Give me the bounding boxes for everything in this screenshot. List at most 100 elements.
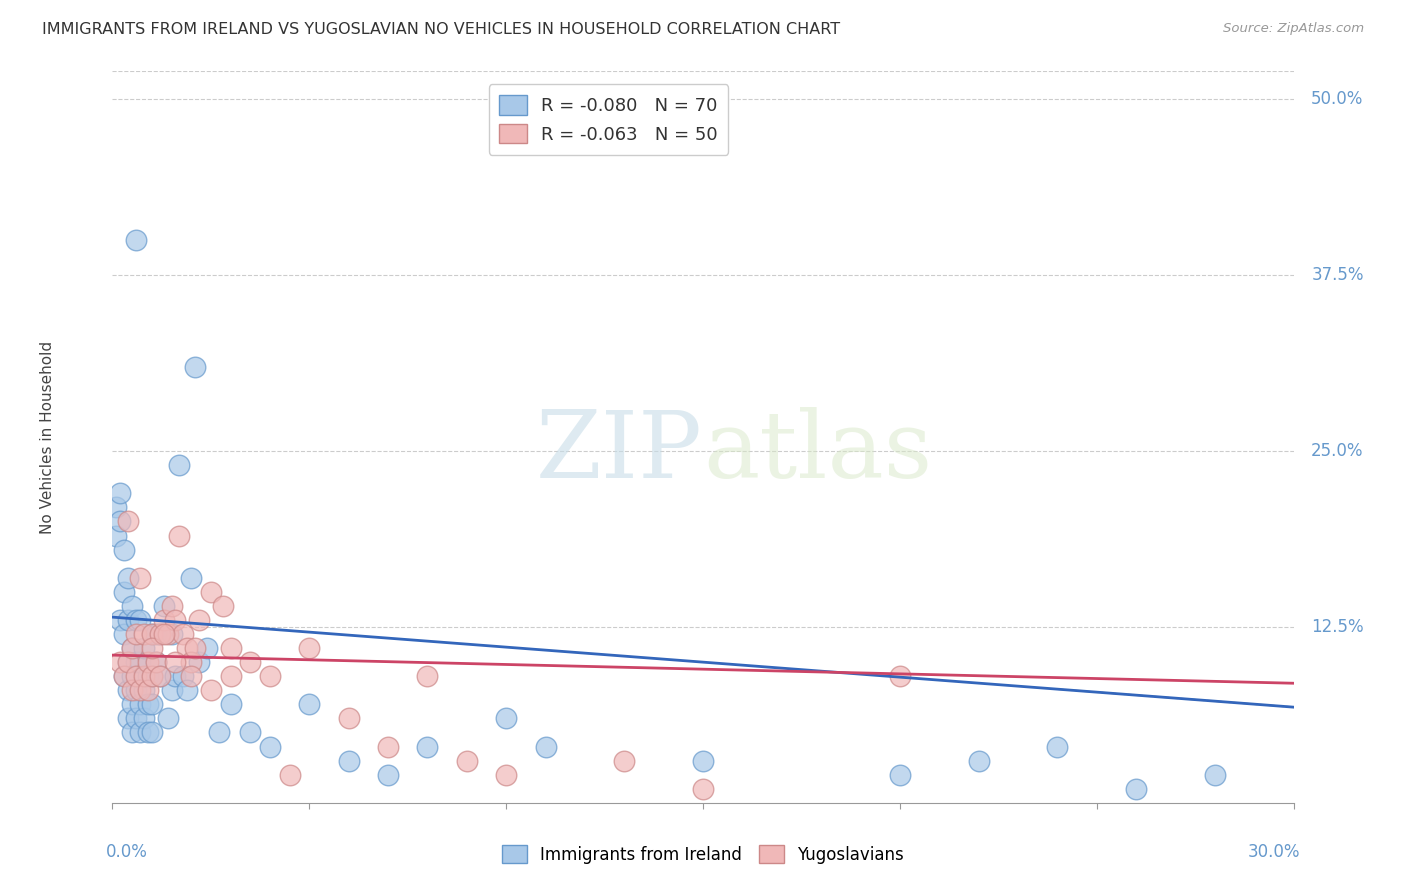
Point bbox=[152, 627, 174, 641]
Point bbox=[149, 669, 172, 683]
Point bbox=[136, 725, 159, 739]
Point bbox=[125, 627, 148, 641]
Point bbox=[259, 739, 281, 754]
Point bbox=[145, 627, 167, 641]
Point bbox=[121, 641, 143, 656]
Point bbox=[377, 739, 399, 754]
Point bbox=[110, 613, 132, 627]
Point bbox=[152, 599, 174, 613]
Point bbox=[110, 515, 132, 529]
Point bbox=[211, 599, 233, 613]
Text: Source: ZipAtlas.com: Source: ZipAtlas.com bbox=[1223, 22, 1364, 36]
Point bbox=[132, 627, 155, 641]
Point bbox=[136, 683, 159, 698]
Point bbox=[377, 767, 399, 781]
Point bbox=[172, 627, 194, 641]
Point bbox=[117, 571, 139, 585]
Point bbox=[141, 725, 163, 739]
Point bbox=[121, 698, 143, 712]
Point bbox=[141, 627, 163, 641]
Point bbox=[121, 725, 143, 739]
Point bbox=[132, 711, 155, 725]
Point bbox=[298, 641, 321, 656]
Point bbox=[692, 781, 714, 796]
Point bbox=[176, 683, 198, 698]
Point bbox=[188, 613, 211, 627]
Text: 0.0%: 0.0% bbox=[105, 843, 148, 861]
Point bbox=[534, 739, 557, 754]
Point bbox=[112, 627, 135, 641]
Point bbox=[117, 655, 139, 669]
Point bbox=[172, 669, 194, 683]
Point bbox=[136, 669, 159, 683]
Point bbox=[149, 627, 172, 641]
Point bbox=[117, 711, 139, 725]
Point bbox=[145, 655, 167, 669]
Point bbox=[180, 669, 202, 683]
Text: 12.5%: 12.5% bbox=[1312, 618, 1364, 636]
Point bbox=[149, 669, 172, 683]
Point bbox=[156, 627, 179, 641]
Point bbox=[160, 599, 183, 613]
Point bbox=[219, 698, 242, 712]
Text: 25.0%: 25.0% bbox=[1312, 442, 1364, 460]
Point bbox=[129, 698, 152, 712]
Point bbox=[121, 669, 143, 683]
Text: ZIP: ZIP bbox=[536, 407, 703, 497]
Point bbox=[1204, 767, 1226, 781]
Point bbox=[156, 711, 179, 725]
Point bbox=[149, 627, 172, 641]
Legend: R = -0.080   N = 70, R = -0.063   N = 50: R = -0.080 N = 70, R = -0.063 N = 50 bbox=[489, 84, 728, 154]
Point bbox=[105, 500, 128, 515]
Point bbox=[110, 486, 132, 500]
Point bbox=[110, 655, 132, 669]
Point bbox=[136, 698, 159, 712]
Point bbox=[141, 669, 163, 683]
Point bbox=[180, 655, 202, 669]
Point bbox=[456, 754, 478, 768]
Point bbox=[129, 683, 152, 698]
Point bbox=[117, 515, 139, 529]
Point bbox=[112, 669, 135, 683]
Point bbox=[121, 683, 143, 698]
Point bbox=[141, 669, 163, 683]
Point bbox=[195, 641, 218, 656]
Point bbox=[125, 711, 148, 725]
Point bbox=[121, 641, 143, 656]
Point bbox=[416, 669, 439, 683]
Point bbox=[239, 725, 262, 739]
Point bbox=[188, 655, 211, 669]
Point bbox=[1046, 739, 1069, 754]
Point bbox=[298, 698, 321, 712]
Point bbox=[165, 655, 187, 669]
Point bbox=[112, 584, 135, 599]
Point bbox=[141, 641, 163, 656]
Point bbox=[129, 655, 152, 669]
Point bbox=[278, 767, 301, 781]
Point bbox=[165, 613, 187, 627]
Point bbox=[145, 655, 167, 669]
Point bbox=[125, 683, 148, 698]
Point bbox=[613, 754, 636, 768]
Point bbox=[125, 669, 148, 683]
Text: No Vehicles in Household: No Vehicles in Household bbox=[39, 341, 55, 533]
Point bbox=[1125, 781, 1147, 796]
Point bbox=[184, 359, 207, 374]
Point bbox=[105, 528, 128, 542]
Point bbox=[152, 613, 174, 627]
Point bbox=[136, 655, 159, 669]
Point bbox=[160, 683, 183, 698]
Point bbox=[132, 641, 155, 656]
Point bbox=[889, 767, 911, 781]
Point bbox=[117, 683, 139, 698]
Point bbox=[219, 641, 242, 656]
Point bbox=[495, 767, 517, 781]
Point bbox=[219, 669, 242, 683]
Point bbox=[200, 584, 222, 599]
Point bbox=[337, 711, 360, 725]
Point bbox=[112, 669, 135, 683]
Point bbox=[125, 655, 148, 669]
Point bbox=[129, 613, 152, 627]
Point bbox=[132, 683, 155, 698]
Point bbox=[208, 725, 231, 739]
